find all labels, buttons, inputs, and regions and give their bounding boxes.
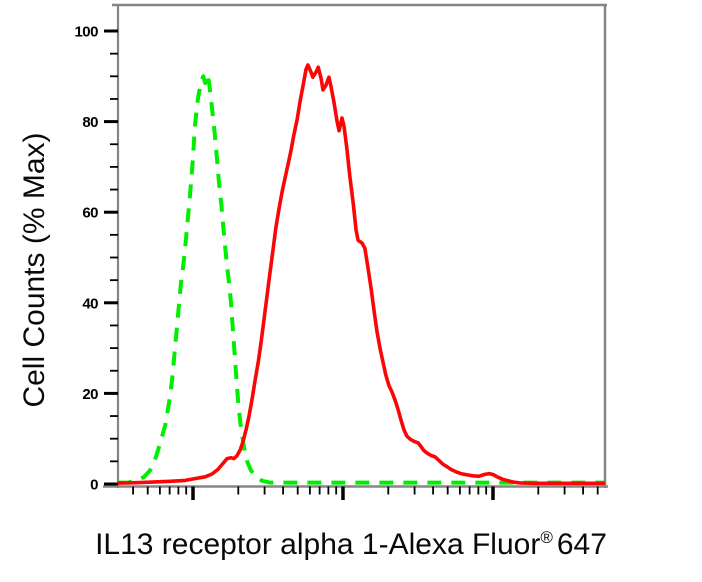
x-axis-title: IL13 receptor alpha 1-Alexa Fluor® 647 (0, 528, 702, 562)
y-tick-label: 60 (82, 205, 98, 222)
registered-trademark-symbol: ® (540, 528, 553, 547)
y-axis-title: Cell Counts (% Max) (18, 132, 51, 408)
y-tick-label: 100 (74, 24, 98, 41)
series-green-dashed-histogram-curve (118, 72, 605, 485)
x-axis-title-text: IL13 receptor alpha 1-Alexa Fluor (95, 528, 541, 561)
y-tick-label: 0 (90, 477, 98, 494)
x-axis-title-fluor-number: 647 (556, 528, 607, 561)
y-tick-label: 20 (82, 386, 98, 403)
y-tick-label: 40 (82, 295, 98, 312)
series-red-solid-histogram-curve (117, 63, 605, 486)
y-tick-label: 80 (82, 114, 98, 131)
